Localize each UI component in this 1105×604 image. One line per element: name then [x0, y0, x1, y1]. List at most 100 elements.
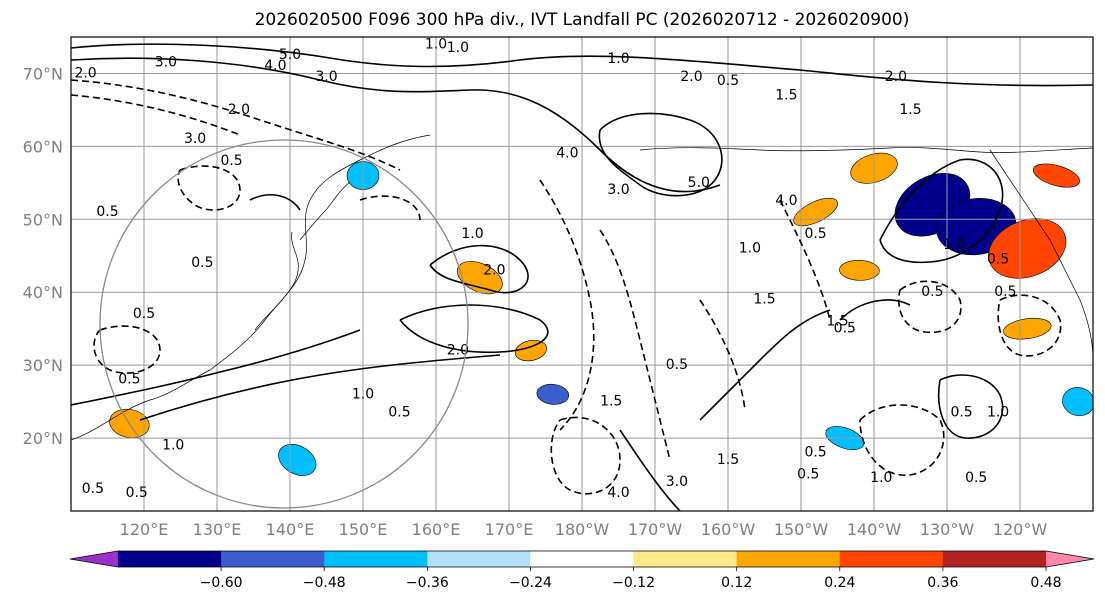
colorbar-tick-label: −0.12	[612, 575, 655, 591]
lon-tick-label: 140°W	[847, 520, 902, 539]
contour-positive	[429, 244, 529, 294]
lon-tick-label: 150°E	[339, 520, 388, 539]
contour-label: 5.0	[688, 175, 710, 191]
contour-label: 0.5	[994, 284, 1016, 300]
map-panel: 5.04.03.01.0 1.01.02.01.51.52.00.54.03.0 5…	[70, 36, 1094, 512]
colorbar-segment	[633, 551, 738, 567]
contour-labels: 5.04.03.01.0 1.01.02.01.51.52.00.54.03.0 5…	[74, 36, 1016, 501]
contour-label: 0.5	[950, 405, 972, 421]
contour-negative	[71, 94, 241, 136]
lon-tick-label: 130°W	[920, 520, 975, 539]
shaded-region	[1062, 387, 1093, 417]
contour-label: 0.5	[133, 306, 155, 322]
coastline	[639, 147, 1093, 153]
contour-negative	[599, 229, 671, 461]
colorbar-extend-low	[70, 551, 118, 567]
shaded-region	[456, 261, 503, 295]
contour-label: 0.5	[965, 470, 987, 486]
contour-label: 0.5	[126, 485, 148, 501]
colorbar-tick-label: 0.24	[824, 575, 855, 591]
contour-positive	[71, 43, 1093, 87]
contour-label: 0.5	[118, 372, 140, 388]
lon-tick-label: 170°W	[628, 520, 683, 539]
contour-label: 3.0	[315, 69, 337, 85]
gridlines	[71, 37, 1093, 511]
contour-label: 0.5	[804, 445, 826, 461]
chart-title: 2026020500 F096 300 hPa div., IVT Landfa…	[255, 10, 910, 30]
contour-label: 1.0	[352, 386, 374, 402]
contour-negative	[779, 199, 831, 321]
coastlines	[71, 134, 1093, 441]
lon-tick-label: 160°W	[701, 520, 756, 539]
colorbar-segment	[942, 551, 1047, 567]
shaded-region	[536, 383, 570, 405]
lon-tick-label: 120°E	[120, 520, 169, 539]
contour-label: 2.0	[74, 65, 96, 81]
contour-label: 4.0	[775, 193, 797, 209]
contour-label: 0.5	[717, 73, 739, 89]
lon-tick-label: 130°E	[193, 520, 242, 539]
colorbar-segment	[221, 551, 325, 567]
contour-positive	[879, 158, 1004, 264]
contour-label: 1.5	[717, 452, 739, 468]
shaded-region-core	[952, 212, 989, 238]
lon-tick-label: 150°W	[774, 520, 829, 539]
contour-label: 5.0	[279, 47, 301, 63]
contour-label: 3.0	[155, 55, 177, 71]
lat-tick-label: 50°N	[23, 210, 63, 229]
colorbar-segment	[839, 551, 944, 567]
longitude-tick-labels: 120°E 130°E 140°E 150°E 160°E 170°E 180°W 170°W…	[120, 520, 1048, 539]
colorbar-tick-label: −0.24	[509, 575, 552, 591]
contour-label: 0.5	[220, 153, 242, 169]
shaded-region-core	[908, 190, 945, 216]
contour-label: 1.5	[899, 102, 921, 118]
contour-label: 1.0	[162, 437, 184, 453]
contour-negative	[177, 165, 241, 211]
contour-label: 0.5	[191, 255, 213, 271]
map-frame	[70, 36, 1094, 512]
contour-positive	[71, 329, 361, 406]
contour-label: 4.0	[556, 146, 578, 162]
contour-label: 1.5	[600, 394, 622, 410]
shaded-region	[514, 339, 547, 362]
contour-label: 2.0	[885, 69, 907, 85]
lat-tick-label: 40°N	[23, 283, 63, 302]
colorbar-tick-label: 0.36	[927, 575, 958, 591]
latitude-tick-labels: 70°N 60°N 50°N 40°N 30°N 20°N	[23, 64, 63, 448]
contour-label: 1.5	[753, 292, 775, 308]
contour-label: 0.5	[666, 357, 688, 373]
contour-label: 1.0	[447, 40, 469, 56]
contour-label: 1.0	[461, 226, 483, 242]
contour-label: 3.0	[666, 474, 688, 490]
contour-label: 0.5	[987, 251, 1009, 267]
colorbar-segment	[427, 551, 531, 567]
shaded-region	[1003, 317, 1052, 340]
lon-tick-label: 170°E	[485, 520, 534, 539]
colorbar-tick-label: −0.60	[200, 575, 243, 591]
contour-negative	[359, 195, 421, 221]
contour-label: 0.5	[388, 405, 410, 421]
contour-label: 1.0	[943, 237, 965, 253]
contour-label: 1.5	[775, 87, 797, 103]
shaded-region	[1032, 163, 1081, 188]
contour-label: 3.0	[607, 182, 629, 198]
contour-label: 1.5	[826, 313, 848, 329]
contour-label: 1.0	[987, 405, 1009, 421]
colorbar-extend-high	[1046, 551, 1094, 567]
contour-negative	[898, 280, 962, 334]
lon-tick-label: 140°E	[266, 520, 315, 539]
contour-label: 1.0	[425, 36, 447, 52]
colorbar-tick-label: −0.36	[406, 575, 449, 591]
contour-positive	[839, 299, 911, 321]
colorbar-segment	[736, 551, 841, 567]
contour-label: 0.5	[804, 226, 826, 242]
coastline	[254, 231, 299, 331]
contour-negative	[539, 179, 595, 431]
contour-positive	[71, 57, 721, 193]
contour-negative	[997, 294, 1062, 357]
contour-label: 2.0	[483, 262, 505, 278]
contour-positive	[139, 354, 501, 421]
contour-label: 4.0	[264, 58, 286, 74]
contour-positive	[938, 374, 1004, 439]
